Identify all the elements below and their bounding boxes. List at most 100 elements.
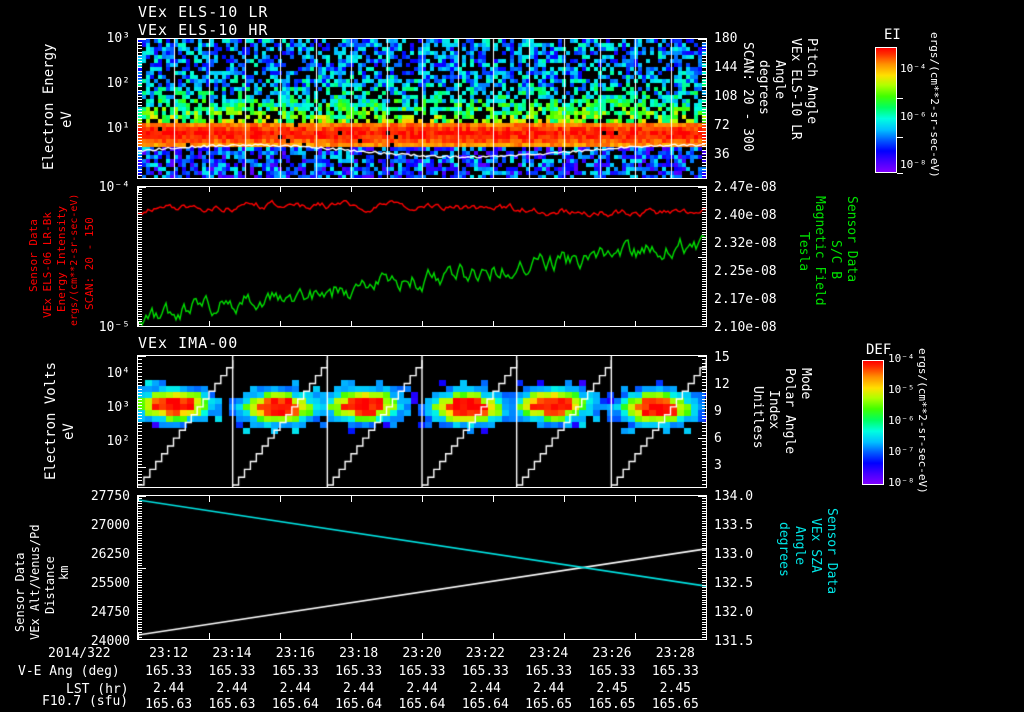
axis-tick	[138, 363, 142, 364]
colorbar2-tick-0: 10⁻⁴	[888, 352, 915, 365]
axis-tick	[138, 112, 142, 113]
panel4-right-label-line3: Angle	[792, 526, 807, 566]
axis-tick	[702, 425, 706, 426]
axis-tick	[138, 560, 142, 561]
panel3-ytick-1: 10³	[106, 400, 130, 415]
axis-tick	[138, 553, 142, 554]
axis-tick	[706, 496, 707, 502]
axis-tick	[702, 431, 706, 432]
panel2-right-ytick-2: 2.32e-08	[714, 236, 777, 251]
axis-tick	[138, 379, 142, 380]
axis-tick	[138, 595, 142, 596]
panel2-right-ytick-3: 2.25e-08	[714, 264, 777, 279]
panel4-right-label-line4: degrees	[776, 522, 791, 577]
axis-tick	[138, 194, 142, 195]
axis-tick	[138, 172, 142, 173]
axis-tick	[702, 77, 706, 78]
axis-tick	[702, 118, 706, 119]
axis-tick	[702, 533, 706, 534]
footer-time-0: 23:12	[149, 646, 189, 661]
axis-tick	[138, 543, 142, 544]
axis-tick	[138, 90, 142, 91]
axis-tick	[702, 553, 706, 554]
footer-time-4: 23:20	[402, 646, 442, 661]
axis-tick	[702, 127, 706, 128]
axis-tick	[138, 96, 142, 97]
axis-tick	[635, 496, 636, 502]
axis-tick	[702, 222, 706, 223]
axis-tick	[138, 458, 142, 459]
axis-tick	[702, 102, 706, 103]
axis-tick	[138, 372, 142, 373]
axis-tick	[138, 580, 142, 581]
axis-tick	[702, 281, 706, 282]
colorbar2-tick-4: 10⁻⁸	[888, 476, 915, 489]
axis-tick	[138, 572, 142, 573]
axis-tick	[138, 484, 142, 485]
axis-tick	[702, 137, 706, 138]
axis-tick	[706, 633, 707, 639]
axis-tick	[138, 382, 142, 383]
axis-tick	[138, 602, 142, 603]
axis-tick	[702, 464, 706, 465]
footer-ve-ang-1: 165.33	[208, 664, 256, 679]
panel2-right-ytick-5: 2.10e-08	[714, 320, 777, 335]
axis-tick	[702, 316, 706, 317]
axis-tick	[702, 572, 706, 573]
axis-tick	[138, 467, 146, 468]
axis-tick	[702, 528, 706, 529]
axis-tick	[138, 548, 142, 549]
axis-tick	[138, 533, 142, 534]
panel2-ytick-1: 10⁻⁵	[98, 320, 130, 335]
panel2-right-ytick-0: 2.47e-08	[714, 180, 777, 195]
axis-tick	[138, 369, 142, 370]
axis-tick	[702, 607, 706, 608]
axis-tick	[702, 612, 706, 613]
axis-tick	[702, 399, 706, 400]
axis-tick	[138, 506, 142, 507]
panel3-right-ytick-3: 6	[714, 431, 722, 446]
panel1-right-label-line4: degrees	[756, 60, 771, 115]
panel3-right-ytick-0: 15	[714, 350, 730, 365]
axis-tick	[702, 402, 706, 403]
axis-tick	[138, 86, 142, 87]
axis-tick	[702, 634, 706, 635]
axis-tick	[138, 568, 146, 569]
axis-tick	[138, 187, 146, 188]
axis-tick	[138, 131, 142, 132]
axis-tick	[702, 376, 706, 377]
panel4-left-label-line1: Sensor Data	[13, 552, 27, 632]
axis-tick	[702, 80, 706, 81]
axis-tick	[138, 261, 142, 262]
axis-tick	[138, 140, 142, 141]
axis-tick	[702, 435, 706, 436]
axis-tick	[138, 42, 142, 43]
axis-tick	[138, 590, 142, 591]
axis-tick	[138, 609, 142, 610]
axis-tick	[635, 633, 636, 639]
axis-tick	[138, 71, 142, 72]
axis-tick	[702, 212, 706, 213]
panel-ima-ion-spectrogram	[137, 355, 707, 488]
axis-tick	[138, 159, 142, 160]
axis-tick	[702, 451, 706, 452]
axis-tick	[138, 503, 142, 504]
panel2-left-label-line4: ergs/(cm**2-sr-sec-eV)	[69, 193, 80, 326]
axis-tick	[702, 560, 706, 561]
colorbar1-tickmark-0	[897, 98, 903, 99]
axis-tick	[138, 508, 142, 509]
axis-tick	[702, 418, 706, 419]
axis-tick	[138, 281, 142, 282]
axis-tick	[702, 575, 706, 576]
axis-tick	[702, 224, 706, 225]
axis-tick	[280, 633, 281, 639]
axis-tick	[138, 624, 142, 625]
axis-tick	[138, 232, 142, 233]
panel1-right-ytick-3: 72	[714, 118, 730, 133]
axis-tick	[138, 528, 142, 529]
axis-tick	[702, 134, 706, 135]
axis-tick	[702, 389, 706, 390]
axis-tick	[209, 496, 210, 502]
axis-tick	[138, 518, 142, 519]
axis-tick	[702, 521, 706, 522]
